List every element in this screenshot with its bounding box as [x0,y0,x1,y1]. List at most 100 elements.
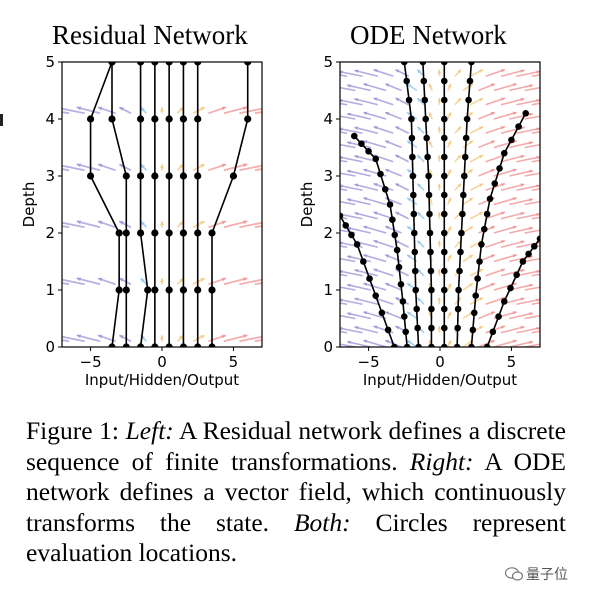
field-arrowhead [119,107,124,111]
field-arrowhead [528,198,533,202]
evaluation-point [480,225,488,233]
evaluation-point [122,229,130,237]
field-arrowhead [512,254,517,258]
caption-label: Figure 1: [26,416,120,445]
field-arrowhead [428,140,433,145]
field-arrowhead [560,228,564,232]
field-arrowhead [323,271,327,275]
field-arrow [547,215,571,218]
field-arrowhead [545,199,549,203]
field-arrow [76,106,101,115]
field-arrowhead [447,283,452,288]
field-arrowhead [58,335,62,339]
field-arrow [367,62,371,63]
field-arrowhead [536,298,540,302]
trajectory-line [111,62,128,347]
trajectory-line [211,62,249,347]
evaluation-point [495,313,502,320]
evaluation-point [483,343,491,347]
field-arrowhead [347,283,352,288]
evaluation-point [229,172,238,180]
field-arrowhead [76,106,82,111]
field-arrowhead [395,183,400,187]
field-arrowhead [179,335,184,340]
field-arrowhead [437,212,442,216]
field-arrow [539,317,540,319]
evaluation-point [483,210,491,218]
field-arrowhead [428,83,433,88]
evaluation-point [165,115,173,123]
field-arrow [493,62,497,63]
field-arrow [516,213,540,220]
field-arrowhead [437,98,442,102]
y-tick-label: 5 [45,53,55,71]
evaluation-point [108,115,116,123]
field-arrowhead [373,126,378,130]
trajectory-line [470,112,527,347]
field-arrowhead [447,254,452,259]
evaluation-point [420,77,428,85]
evaluation-point [403,77,410,85]
field-arrowhead [159,335,165,340]
watermark-text: 量子位 [526,567,568,583]
field-arrow [539,89,540,91]
field-arrowhead [340,298,343,302]
evaluation-point [366,275,373,282]
evaluation-point [454,305,462,313]
field-arrowhead [560,314,564,318]
field-arrowhead [552,271,556,275]
field-arrow [340,131,348,135]
field-arrowhead [536,212,540,217]
field-arrow [516,156,540,163]
field-arrowhead [479,297,484,301]
field-arrow [363,225,387,234]
field-arrow [524,229,540,234]
field-arrow [524,257,540,263]
field-arrowhead [363,197,368,201]
field-arrow [531,159,540,163]
evaluation-point [136,115,145,123]
field-arrow [447,62,449,63]
field-arrow [223,277,248,286]
y-tick-label: 4 [45,110,55,128]
field-arrow [340,302,348,306]
field-arrowhead [98,277,103,282]
field-arrowhead [447,197,452,202]
field-arrow [340,89,341,91]
field-arrowhead [417,126,422,131]
field-arrow [340,273,348,277]
field-arrowhead [437,297,442,302]
field-arrowhead [354,154,359,159]
field-arrowhead [490,140,495,144]
evaluation-point [515,123,522,130]
field-arrowhead [545,313,549,317]
field-arrowhead [520,69,525,73]
field-arrow [340,184,363,192]
page-edge-mark [0,114,3,126]
field-arrowhead [140,107,145,112]
field-arrowhead [363,168,368,173]
x-tick-label: −5 [80,353,102,371]
field-arrow [340,330,348,334]
field-arrowhead [500,97,505,102]
evaluation-point [389,216,396,223]
evaluation-point [413,305,420,313]
field-arrowhead [417,155,422,159]
evaluation-point [194,62,202,66]
field-arrowhead [560,285,564,289]
evaluation-point [179,62,188,66]
field-arrowhead [479,98,484,102]
field-arrow [340,127,363,135]
field-arrowhead [323,214,327,218]
field-arrow [346,226,371,234]
evaluation-point [519,258,527,265]
y-tick-label: 0 [323,338,333,356]
field-arrowhead [428,169,433,174]
evaluation-point [410,229,418,237]
evaluation-point [151,172,159,180]
field-arrowhead [159,107,165,112]
field-arrow [340,245,348,249]
field-arrowhead [316,257,320,261]
trajectory-line [422,62,433,347]
field-arrowhead [385,340,390,344]
